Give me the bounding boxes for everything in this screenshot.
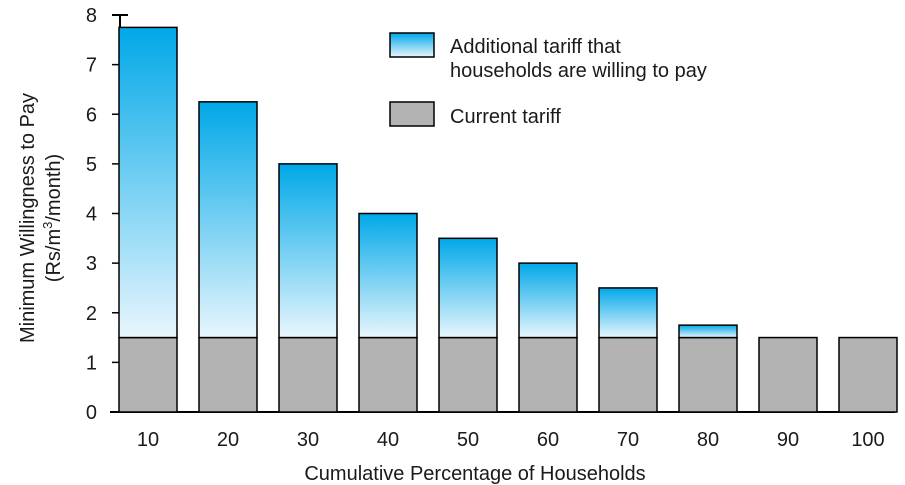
x-tick-label: 10	[137, 429, 159, 451]
x-tick-label: 50	[457, 429, 479, 451]
bar-current-tariff	[838, 336, 898, 413]
bar-additional-tariff	[518, 262, 578, 339]
x-tick-label: 30	[297, 429, 319, 451]
x-axis-ticks: 10 20 30 40 50 60 70 80 90 100	[137, 429, 885, 451]
y-axis-ticks: 0 1 2 3 4 5 6 7 8	[86, 5, 120, 424]
y-tick-label: 6	[86, 104, 97, 126]
y-tick-label: 2	[86, 303, 97, 325]
bar-current-tariff	[518, 336, 578, 413]
x-tick-label: 100	[851, 429, 884, 451]
bar-additional-tariff	[118, 26, 178, 339]
bar-additional-tariff	[278, 163, 338, 339]
x-tick-label: 80	[697, 429, 719, 451]
bar-current-tariff	[278, 336, 338, 413]
y-tick-label: 7	[86, 55, 97, 77]
legend-swatch-current	[389, 101, 435, 127]
bar-current-tariff	[358, 336, 418, 413]
bar-additional-tariff	[438, 237, 498, 339]
legend-swatch-additional	[389, 32, 435, 58]
x-tick-label: 70	[617, 429, 639, 451]
legend: Additional tariff that households are wi…	[389, 32, 707, 128]
y-axis-title-line2: (Rs/m3/month)	[40, 154, 65, 282]
bar-additional-tariff	[678, 324, 738, 339]
bar-additional-tariff	[358, 212, 418, 339]
x-tick-label: 60	[537, 429, 559, 451]
bar-current-tariff	[198, 336, 258, 413]
y-tick-label: 3	[86, 253, 97, 275]
legend-label-current: Current tariff	[450, 106, 561, 128]
bar-current-tariff	[598, 336, 658, 413]
x-axis-title: Cumulative Percentage of Households	[304, 463, 645, 485]
y-tick-label: 5	[86, 154, 97, 176]
y-tick-label: 1	[86, 352, 97, 374]
bar-current-tariff	[678, 336, 738, 413]
bars	[118, 26, 898, 413]
bar-additional-tariff	[198, 101, 258, 339]
y-tick-label: 8	[86, 5, 97, 27]
y-tick-label: 4	[86, 204, 97, 226]
bar-additional-tariff	[598, 287, 658, 339]
y-tick-label: 0	[86, 402, 97, 424]
bar-current-tariff	[438, 336, 498, 413]
x-tick-label: 40	[377, 429, 399, 451]
y-axis-title: Minimum Willingness to Pay (Rs/m3/month)	[17, 93, 65, 343]
y-axis-title-line1: Minimum Willingness to Pay	[17, 93, 39, 343]
legend-label-additional-line1: Additional tariff that	[450, 36, 621, 58]
bar-current-tariff	[118, 336, 178, 413]
x-tick-label: 20	[217, 429, 239, 451]
legend-label-additional-line2: households are willing to pay	[450, 60, 707, 82]
bar-current-tariff	[758, 336, 818, 413]
x-tick-label: 90	[777, 429, 799, 451]
